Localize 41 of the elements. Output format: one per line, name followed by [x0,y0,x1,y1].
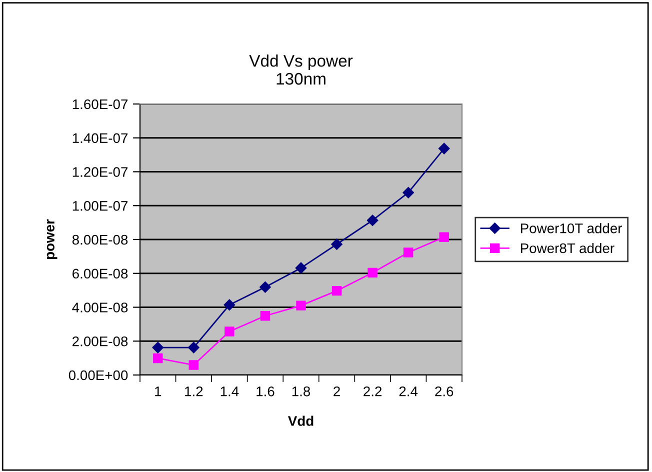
point [438,142,450,154]
x-tick-label: 2.6 [435,386,454,396]
y-tick-label: 6.00E-08 [72,268,128,279]
point [331,238,342,250]
chart-title: Vdd Vs power 130nm [249,54,353,85]
y-tick-label: 1.60E-07 [72,99,128,110]
point [152,342,164,354]
x-tick-label: 2.2 [364,386,382,396]
x-axis-title: Vdd [288,416,314,426]
x-tick-label: 1.2 [185,386,203,396]
point [188,360,199,370]
point [260,311,270,321]
x-tick-label: 2.4 [399,386,418,396]
point [153,353,163,364]
point [403,248,414,258]
point [296,300,306,310]
y-tick-label: 1.40E-07 [72,133,128,144]
point [332,286,342,296]
point [366,214,378,226]
point [368,268,378,278]
y-tick-label: 0.00E+00 [68,370,128,380]
point [224,299,236,310]
x-tick-label: 1 [155,386,162,396]
y-tick-label: 8.00E-08 [72,234,128,245]
x-tick-label: 1.8 [292,386,310,396]
x-tick-label: 1.4 [220,386,239,396]
y-tick-label: 1.00E-07 [72,200,128,211]
point [402,186,414,198]
point [295,262,307,274]
point [188,342,200,354]
y-tick-label: 1.20E-07 [72,167,128,177]
point [260,281,271,293]
legend-label: Power10T adder [520,223,622,234]
y-tick-label: 4.00E-08 [72,302,128,312]
legend-label: Power8T adder [520,242,614,254]
y-tick-label: 2.00E-08 [72,336,128,346]
x-tick-label: 2 [334,386,340,396]
y-axis-title: power [46,219,58,260]
x-tick-label: 1.6 [256,386,274,396]
point [224,326,234,336]
point [439,232,449,242]
